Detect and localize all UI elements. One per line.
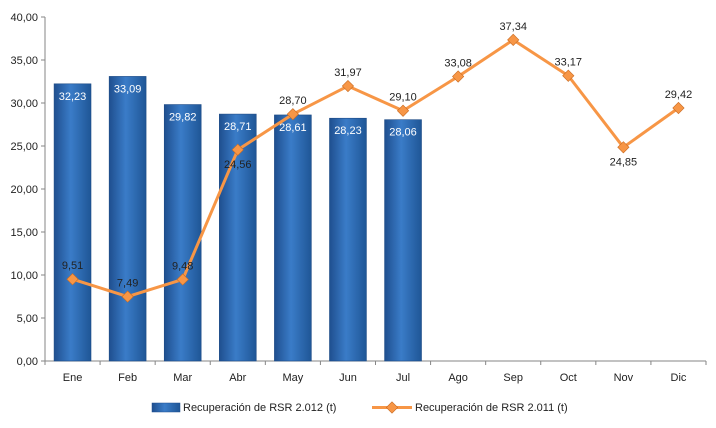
line-data-label: 29,10: [389, 92, 417, 104]
bar-data-label: 33,09: [114, 83, 142, 95]
x-axis: Ene Feb Mar Abr May Jun Jul Ago Sep Oct Nov Dic: [44, 360, 707, 384]
y-tick-label: 35,00: [10, 55, 38, 67]
x-tick-label: Abr: [229, 372, 246, 384]
bar-data-label: 29,82: [169, 112, 197, 124]
x-tick-label: Feb: [118, 372, 137, 384]
legend-swatch-bar: [151, 402, 181, 413]
line-marker: [396, 104, 410, 117]
line-data-label: 31,97: [334, 67, 362, 79]
x-tick-label: Mar: [173, 372, 192, 384]
bar: [163, 104, 202, 362]
line-data-label: 33,17: [555, 57, 583, 69]
line-data-label: 9,48: [172, 260, 193, 272]
line-data-label: 9,51: [62, 260, 83, 272]
bar-data-label: 28,61: [279, 122, 307, 134]
bar-data-label: 32,23: [59, 91, 87, 103]
bar-series: [53, 76, 422, 362]
line-marker: [121, 290, 134, 303]
bar-data-labels: 32,23 33,09 29,82 28,71 28,61 28,23 28,06: [59, 83, 417, 138]
bar-data-label: 28,06: [389, 127, 417, 139]
line-path: [72, 38, 680, 299]
line-marker: [176, 273, 189, 286]
legend: Recuperación de RSR 2.012 (t) Recuperaci…: [151, 401, 568, 414]
y-tick-label: 25,00: [10, 141, 38, 153]
x-tick-label: Jun: [339, 372, 357, 384]
bar: [53, 83, 92, 362]
y-tick-label: 10,00: [10, 270, 38, 282]
legend-label-bar: Recuperación de RSR 2.012 (t): [183, 402, 336, 414]
line-marker: [617, 141, 630, 154]
line-marker: [452, 70, 465, 83]
x-tick-label: Oct: [560, 372, 577, 384]
line-data-label: 24,56: [224, 159, 252, 171]
y-tick-label: 5,00: [17, 313, 38, 325]
x-tick-label: Dic: [671, 372, 687, 384]
bar: [384, 119, 422, 362]
line-marker: [231, 143, 244, 156]
x-tick-label: Sep: [503, 372, 523, 384]
line-data-label: 33,08: [444, 58, 472, 70]
line-marker: [66, 273, 79, 286]
line-data-label: 24,85: [610, 156, 638, 168]
legend-label-line: Recuperación de RSR 2.011 (t): [415, 402, 568, 414]
x-tick-label: Ago: [448, 372, 468, 384]
y-tick-label: 15,00: [10, 227, 38, 239]
line-data-label: 28,70: [279, 95, 307, 107]
line-series: [66, 33, 685, 303]
x-tick-label: Nov: [614, 372, 634, 384]
bar-data-label: 28,23: [334, 125, 362, 137]
line-marker: [507, 33, 520, 46]
line-data-label: 29,42: [665, 89, 693, 101]
line-data-labels: 9,51 7,49 9,48 24,56 28,70 31,97 29,10 33,08 37,…: [62, 21, 692, 290]
line-data-label: 37,34: [499, 21, 527, 33]
line-marker: [562, 69, 575, 82]
line-marker: [341, 79, 355, 93]
bar: [274, 114, 312, 362]
bar-data-label: 28,71: [224, 121, 252, 133]
x-tick-label: Jul: [396, 372, 410, 384]
y-axis: 0,00 5,00 10,00 15,00 20,00 25,00 30,00 35,00 40…: [10, 12, 46, 368]
y-tick-label: 20,00: [10, 184, 38, 196]
legend-marker-line: [385, 401, 399, 414]
bar: [329, 117, 367, 362]
x-tick-label: May: [282, 372, 303, 384]
line-data-label: 7,49: [117, 278, 138, 290]
y-tick-label: 30,00: [10, 98, 38, 110]
line-marker: [672, 101, 685, 115]
y-tick-label: 40,00: [10, 12, 38, 24]
y-tick-label: 0,00: [17, 356, 38, 368]
line-marker: [286, 108, 299, 121]
bar: [108, 76, 147, 362]
x-tick-label: Ene: [63, 372, 83, 384]
